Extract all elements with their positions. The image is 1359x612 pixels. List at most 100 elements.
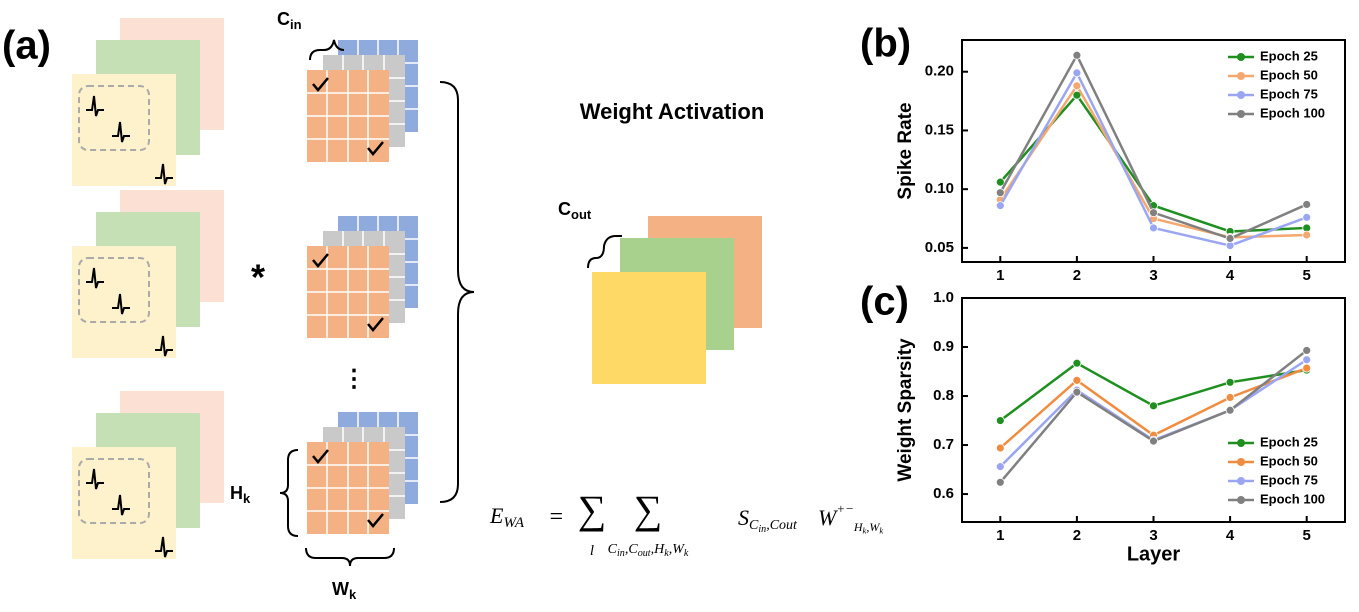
y-tick-label: 0.05 — [925, 239, 954, 256]
label-sub: out — [571, 207, 592, 222]
legend-label: Epoch 50 — [1260, 453, 1318, 468]
data-point — [1225, 393, 1235, 402]
legend-label: Epoch 25 — [1260, 434, 1318, 449]
formula-token: W — [672, 542, 685, 557]
operator: * — [251, 257, 265, 298]
y-tick-label: 0.15 — [925, 121, 954, 138]
x-tick-label: 3 — [1149, 527, 1157, 544]
diagram-title: Weight Activation — [580, 99, 765, 124]
x-tick-label: 3 — [1149, 267, 1157, 284]
legend-label: Epoch 25 — [1260, 48, 1318, 63]
data-point — [1149, 208, 1158, 218]
formula-token: , — [651, 542, 655, 557]
formula-token: k — [684, 549, 689, 560]
legend-label: Epoch 100 — [1260, 491, 1325, 506]
input-stacks — [71, 17, 225, 560]
formula-token: , — [866, 520, 869, 534]
formula-token: k — [863, 526, 867, 536]
c-out-label: Cout — [558, 199, 592, 223]
formula-token: , — [669, 542, 673, 557]
formula-token: out — [638, 549, 651, 560]
formula-part: l — [590, 543, 594, 559]
label-sub: in — [290, 17, 302, 32]
legend-marker — [1237, 496, 1245, 504]
formula-token: ∑ — [634, 487, 663, 532]
data-point — [1302, 363, 1312, 373]
label-base: C — [277, 9, 290, 29]
formula-part: EWA — [489, 503, 525, 531]
formula-token: W — [818, 505, 838, 530]
formula-token: S — [738, 505, 749, 530]
legend-marker — [1237, 477, 1245, 485]
data-point — [1149, 401, 1158, 411]
h-k-label: Hk — [230, 483, 251, 507]
x-tick-label: 1 — [996, 267, 1004, 284]
x-tick-label: 4 — [1226, 267, 1235, 284]
kernel-stacks — [305, 38, 420, 536]
x-tick-label: 2 — [1073, 267, 1081, 284]
y-tick-label: 0.10 — [925, 180, 954, 197]
chart: 1 2 3 4 5 0.05 0.10 0.15 0.20 (b) Spike Rate Epoch … — [860, 22, 1346, 284]
data-point — [995, 477, 1005, 487]
x-tick-label: 1 — [996, 527, 1004, 544]
data-point — [1302, 200, 1312, 209]
chart: 1 2 3 4 5 0.6 0.7 0.8 0.9 1.0 (c) Weight Sparsity La… — [860, 280, 1346, 565]
legend-marker — [1237, 72, 1245, 80]
braces — [279, 39, 622, 567]
data-point — [1302, 346, 1312, 355]
formula-token: k — [664, 549, 669, 560]
legend-marker — [1237, 91, 1245, 99]
y-tick-label: 0.20 — [925, 63, 954, 80]
formula-part: W+−Hk,Wk — [818, 501, 883, 536]
data-point — [1072, 387, 1082, 397]
data-point — [1072, 358, 1082, 368]
label-base: W — [332, 579, 349, 599]
formula-token: k — [879, 526, 883, 536]
y-tick-label: 0.8 — [933, 387, 954, 404]
formula-part: SCin,Cout — [738, 505, 798, 535]
legend-label: Epoch 75 — [1260, 86, 1318, 101]
formula-part: ∑ — [634, 487, 663, 532]
output-stack — [592, 216, 762, 384]
x-tick-label: 5 — [1303, 527, 1311, 544]
c-in-label: Cin — [277, 9, 302, 33]
legend-marker — [1237, 439, 1245, 447]
legend-label: Epoch 75 — [1260, 472, 1318, 487]
formula-token: Cout — [770, 518, 798, 533]
formula-part: = — [548, 504, 564, 530]
x-tick-label: 5 — [1303, 267, 1311, 284]
formula-token: H — [653, 542, 665, 557]
data-point — [1302, 212, 1312, 222]
y-tick-label: 0.6 — [933, 485, 954, 502]
formula-token: C — [628, 542, 638, 557]
label-base: H — [230, 483, 243, 503]
x-tick-label: 2 — [1073, 527, 1081, 544]
data-point — [1302, 230, 1312, 240]
label-base: C — [558, 199, 571, 219]
data-point — [1072, 81, 1082, 91]
legend-marker — [1237, 458, 1245, 466]
legend-label: Epoch 50 — [1260, 67, 1318, 82]
formula-token: H — [853, 520, 864, 534]
series-line — [999, 358, 1308, 468]
legend-marker — [1237, 53, 1245, 61]
data-point — [1225, 405, 1235, 415]
y-tick-label: 0.9 — [933, 338, 954, 355]
data-point — [995, 177, 1005, 187]
data-point — [1149, 223, 1158, 233]
data-point — [1072, 375, 1082, 385]
series-line — [999, 361, 1307, 422]
w-k-label: Wk — [332, 579, 357, 603]
label-sub: k — [243, 491, 251, 506]
data-point — [1149, 436, 1158, 446]
legend-marker — [1237, 110, 1245, 118]
x-tick-label: 4 — [1226, 527, 1235, 544]
y-axis-title: Weight Sparsity — [895, 338, 916, 482]
formula-token: l — [590, 543, 594, 559]
data-point — [1225, 234, 1235, 243]
formula-part: Cin,Cout,Hk,Wk — [608, 542, 689, 559]
data-point — [995, 462, 1005, 472]
x-axis-title: Layer — [1127, 543, 1181, 565]
